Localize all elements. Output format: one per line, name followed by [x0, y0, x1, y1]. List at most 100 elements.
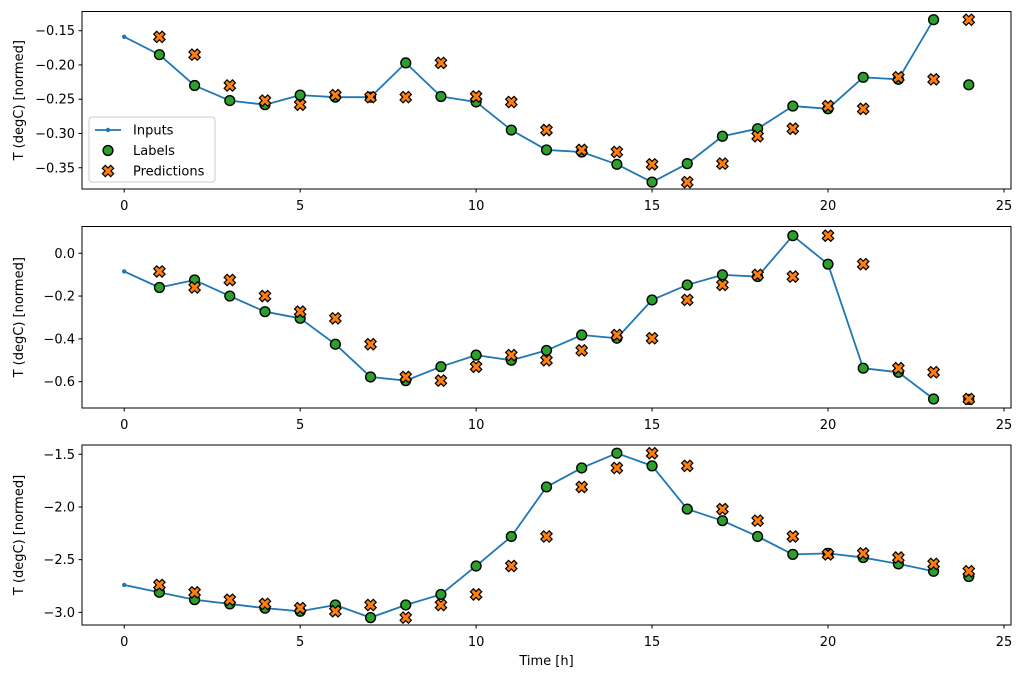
- prediction-marker: [751, 514, 765, 528]
- prediction-marker: [680, 175, 694, 189]
- label-marker: [294, 89, 306, 101]
- prediction-marker: [927, 72, 941, 86]
- x-tick-label: 5: [296, 635, 304, 650]
- legend-item-label: Inputs: [133, 124, 174, 139]
- input-point-marker: [122, 269, 127, 274]
- prediction-marker: [434, 598, 448, 612]
- prediction-marker: [258, 94, 272, 108]
- label-marker: [857, 362, 869, 374]
- legend: Inputs Labels Predictions: [88, 116, 216, 183]
- prediction-marker: [751, 129, 765, 143]
- y-tick-label: 0.0: [54, 247, 75, 262]
- x-tick-label: 20: [820, 635, 837, 650]
- x-tick-label: 20: [820, 199, 837, 214]
- label-marker: [787, 100, 799, 112]
- y-tick-label: −0.2: [43, 290, 75, 305]
- x-tick-label: 20: [820, 418, 837, 433]
- prediction-marker: [469, 360, 483, 374]
- series-inputs: [122, 17, 936, 185]
- label-marker: [681, 279, 693, 291]
- input-point-marker: [122, 34, 127, 40]
- label-marker: [716, 130, 729, 142]
- series-inputs: [122, 451, 936, 620]
- x-tick-label: 5: [296, 199, 304, 214]
- prediction-marker: [927, 365, 941, 379]
- label-marker: [470, 560, 482, 572]
- x-tick-label: 25: [996, 635, 1013, 650]
- y-axis-label: T (degC) [normed]: [12, 257, 27, 378]
- label-marker: [540, 344, 553, 357]
- x-tick-label: 10: [468, 635, 485, 650]
- prediction-marker: [539, 123, 554, 137]
- prediction-marker: [152, 578, 166, 592]
- y-tick-label: −0.35: [35, 161, 75, 176]
- label-marker: [224, 94, 236, 107]
- prediction-marker: [610, 461, 624, 475]
- prediction-marker: [786, 122, 800, 136]
- series-predictions: [152, 13, 976, 189]
- prediction-marker: [504, 559, 518, 573]
- y-tick-label: −0.4: [43, 332, 75, 347]
- y-tick-label: −3.0: [43, 606, 75, 621]
- legend-labels-circle-icon: [102, 144, 114, 157]
- label-marker: [576, 462, 588, 474]
- x-tick-label: 15: [644, 199, 661, 214]
- label-marker: [435, 90, 447, 103]
- prediction-marker: [856, 102, 870, 116]
- prediction-marker: [188, 48, 202, 62]
- prediction-marker: [328, 88, 342, 102]
- label-marker: [927, 14, 940, 26]
- prediction-marker: [680, 293, 694, 307]
- label-marker: [752, 530, 764, 543]
- y-tick-label: −0.25: [35, 93, 75, 108]
- axes-spines: [81, 11, 1012, 190]
- prediction-marker: [856, 546, 870, 560]
- x-tick-label: 15: [644, 635, 661, 650]
- x-tick-label: 25: [996, 199, 1013, 214]
- label-marker: [400, 57, 412, 69]
- x-tick-label: 0: [120, 418, 128, 433]
- prediction-marker: [575, 143, 589, 157]
- inputs-line: [123, 234, 935, 400]
- prediction-marker: [715, 157, 729, 171]
- x-tick-label: 25: [996, 418, 1013, 433]
- x-tick-label: 0: [120, 635, 128, 650]
- label-marker: [540, 144, 553, 156]
- prediction-marker: [680, 459, 694, 473]
- legend-predictions-x-icon: [101, 164, 115, 178]
- label-marker: [716, 269, 729, 281]
- prediction-marker: [715, 502, 729, 516]
- y-axis-label: T (degC) [normed]: [12, 475, 27, 596]
- legend-item-label: Labels: [133, 144, 175, 159]
- axes-spines: [81, 444, 1012, 626]
- label-marker: [224, 290, 236, 302]
- label-marker: [716, 515, 729, 527]
- label-marker: [153, 49, 166, 61]
- label-marker: [927, 393, 940, 405]
- series-predictions: [152, 229, 976, 406]
- prediction-marker: [610, 145, 624, 159]
- label-marker: [329, 338, 341, 350]
- y-tick-label: −0.30: [35, 127, 75, 142]
- label-marker: [435, 588, 447, 601]
- label-marker: [646, 294, 658, 306]
- label-marker: [681, 503, 693, 515]
- series-labels: [153, 230, 975, 406]
- prediction-marker: [575, 343, 589, 357]
- prediction-marker: [927, 557, 941, 571]
- prediction-marker: [539, 353, 554, 367]
- inputs-line: [123, 18, 935, 184]
- prediction-marker: [364, 337, 378, 351]
- prediction-marker: [645, 331, 659, 345]
- prediction-marker: [469, 587, 483, 601]
- x-axis-label: Time [h]: [518, 654, 573, 669]
- prediction-marker: [399, 90, 413, 104]
- label-marker: [611, 158, 623, 170]
- prediction-marker: [821, 99, 835, 113]
- label-marker: [259, 306, 271, 318]
- subplot-2: 0 5 10 15 20 25 0.0 −0.2 −0.4 −0.6 T (degC) [norme…: [12, 226, 1013, 433]
- x-tick-label: 10: [468, 199, 485, 214]
- prediction-marker: [469, 89, 483, 103]
- x-tick-label: 0: [120, 199, 128, 214]
